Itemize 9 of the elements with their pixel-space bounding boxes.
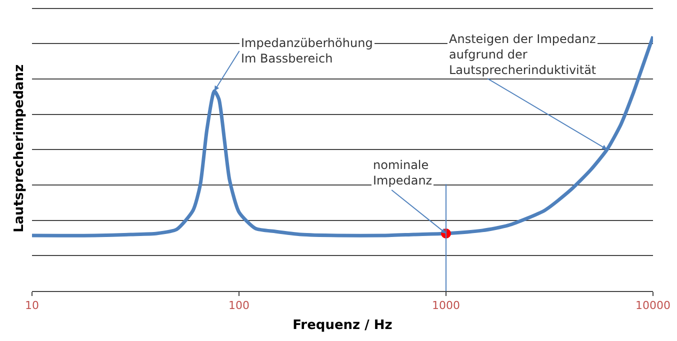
x-tick-label: 10000 (636, 299, 670, 312)
annotation: Ansteigen der Impedanz aufgrund der Lautsprecherinduktivität (449, 32, 596, 78)
annotation: nominale Impedanz (373, 158, 432, 188)
x-tick-label: 100 (228, 299, 250, 312)
x-tick-label: 10 (25, 299, 39, 312)
x-tick-label: 1000 (432, 299, 460, 312)
annotation: Impedanzüberhöhung Im Bassbereich (241, 36, 373, 66)
y-axis-title: Lautsprecherimpedanz (12, 64, 27, 233)
x-axis-title: Frequenz / Hz (292, 318, 392, 333)
